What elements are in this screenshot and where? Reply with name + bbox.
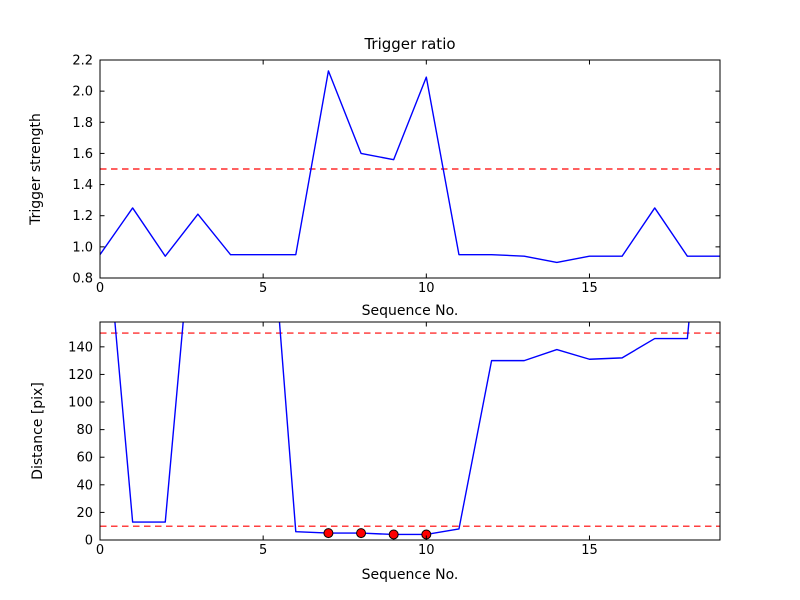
trigger-strength-line <box>100 70 720 264</box>
x-tick-label: 5 <box>259 543 267 558</box>
y-tick-label: 60 <box>76 451 93 466</box>
x-tick-label: 15 <box>581 543 598 558</box>
y-tick-label: 1.2 <box>72 209 93 224</box>
y-tick-label: 0 <box>85 534 93 549</box>
x-tick-label: 10 <box>418 543 435 558</box>
bottom-y-axis-label: Distance [pix] <box>30 382 46 480</box>
y-tick-label: 120 <box>68 368 93 383</box>
y-tick-label: 2.0 <box>72 85 93 100</box>
data-point-marker <box>356 528 367 539</box>
distance-line <box>114 322 690 536</box>
x-tick-label: 10 <box>418 281 435 296</box>
data-point-marker <box>323 528 334 539</box>
axes-frame <box>99 59 721 279</box>
y-tick-label: 80 <box>76 423 93 438</box>
x-tick-label: 15 <box>581 281 598 296</box>
y-tick-label: 1.0 <box>72 240 93 255</box>
top-x-axis-label: Sequence No. <box>361 303 459 319</box>
chart-title: Trigger ratio <box>364 35 456 53</box>
x-tick-label: 0 <box>96 543 104 558</box>
y-tick-label: 20 <box>76 506 93 521</box>
chart-0: 0 5 10 15 0.8 1.0 1.2 1.4 1.6 1.8 2.0 2.2 <box>72 54 721 296</box>
y-tick-label: 140 <box>68 340 93 355</box>
axes-frame <box>99 321 721 541</box>
x-tick-label: 5 <box>259 281 267 296</box>
y-tick-label: 1.8 <box>72 116 93 131</box>
y-tick-label: 40 <box>76 478 93 493</box>
y-tick-label: 100 <box>68 396 93 411</box>
y-tick-label: 2.2 <box>72 54 93 69</box>
bottom-x-axis-label: Sequence No. <box>361 567 459 583</box>
top-y-axis-label: Trigger strength <box>28 113 44 225</box>
x-tick-label: 0 <box>96 281 104 296</box>
data-point-marker <box>388 529 399 540</box>
chart-1: 0 5 10 15 0 20 40 60 80 100 120 140 <box>68 321 721 558</box>
y-tick-label: 1.6 <box>72 147 93 162</box>
y-tick-label: 0.8 <box>72 272 93 287</box>
y-tick-label: 1.4 <box>72 178 93 193</box>
